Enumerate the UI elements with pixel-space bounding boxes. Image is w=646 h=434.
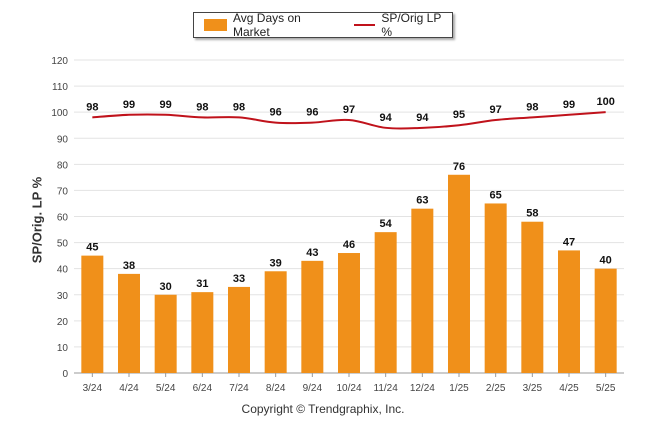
bar <box>228 286 250 373</box>
x-tick-label: 9/24 <box>303 383 323 394</box>
bar-value-label: 65 <box>490 189 502 201</box>
y-tick-label: 20 <box>57 317 69 328</box>
x-tick-label: 6/24 <box>193 383 213 394</box>
bar-value-label: 54 <box>380 218 393 230</box>
bar-value-label: 63 <box>416 195 428 207</box>
legend: Avg Days on Market SP/Orig LP % <box>193 11 453 39</box>
bar <box>154 294 177 373</box>
bar-value-label: 45 <box>86 242 98 254</box>
bar <box>484 203 507 373</box>
x-tick-label: 11/24 <box>374 383 399 394</box>
bar-value-label: 33 <box>233 273 245 285</box>
line-value-label: 96 <box>270 107 282 119</box>
y-tick-label: 60 <box>57 213 69 224</box>
bar <box>118 273 140 373</box>
bar-value-label: 39 <box>270 257 282 269</box>
bar <box>191 292 214 373</box>
x-tick-label: 5/24 <box>156 383 176 394</box>
line-value-label: 98 <box>86 101 98 113</box>
x-tick-label: 3/25 <box>523 383 543 394</box>
line-value-label: 96 <box>306 107 318 119</box>
bar <box>264 271 287 373</box>
bar <box>521 221 544 373</box>
bar <box>448 174 470 373</box>
line-value-label: 94 <box>380 112 393 124</box>
line-value-label: 100 <box>596 96 614 108</box>
line-value-label: 98 <box>196 101 208 113</box>
bar <box>301 260 324 373</box>
line-value-label: 97 <box>490 104 502 116</box>
x-tick-label: 2/25 <box>486 383 506 394</box>
y-tick-label: 100 <box>51 108 68 119</box>
legend-line-label: SP/Orig LP % <box>381 11 442 39</box>
legend-bar-swatch <box>204 19 227 31</box>
x-tick-label: 4/25 <box>559 383 579 394</box>
y-tick-label: 0 <box>62 369 68 380</box>
bar-value-label: 43 <box>306 247 318 259</box>
bar <box>558 250 580 373</box>
y-axis-label: SP/Orig. LP % <box>29 176 45 264</box>
y-tick-label: 30 <box>57 291 69 302</box>
y-tick-label: 70 <box>57 186 69 197</box>
y-tick-label: 50 <box>57 239 69 250</box>
x-tick-label: 3/24 <box>83 383 103 394</box>
legend-bar-label: Avg Days on Market <box>232 11 301 39</box>
x-tick-label: 12/24 <box>410 383 435 394</box>
x-tick-label: 5/25 <box>596 383 616 394</box>
y-tick-label: 110 <box>52 82 68 93</box>
bar-value-label: 31 <box>196 278 208 290</box>
line-series <box>92 111 606 130</box>
x-tick-label: 10/24 <box>336 383 361 394</box>
x-tick-label: 8/24 <box>266 383 286 394</box>
line-value-label: 98 <box>233 101 245 113</box>
x-tick-label: 1/25 <box>449 383 469 394</box>
bar-value-label: 47 <box>563 236 575 248</box>
bar-value-label: 38 <box>123 260 135 272</box>
y-tick-label: 120 <box>51 56 68 67</box>
x-tick-label: 4/24 <box>119 383 139 394</box>
legend-line-swatch <box>354 24 376 26</box>
line-value-label: 99 <box>160 99 172 111</box>
bar-value-label: 58 <box>526 208 538 220</box>
bar <box>338 253 360 373</box>
bar-value-label: 30 <box>160 281 172 293</box>
line-value-label: 99 <box>123 99 135 111</box>
bar <box>81 255 104 373</box>
bar <box>594 268 617 373</box>
bar-value-label: 76 <box>453 161 465 173</box>
y-tick-label: 10 <box>57 343 69 354</box>
bar-value-label: 46 <box>343 239 355 251</box>
line-value-label: 98 <box>526 101 538 113</box>
line-value-label: 95 <box>453 109 465 121</box>
y-tick-label: 40 <box>57 265 69 276</box>
bar <box>374 232 397 373</box>
copyright: Copyright © Trendgraphix, Inc. <box>241 402 405 416</box>
line-value-label: 97 <box>343 104 355 116</box>
line-value-label: 99 <box>563 99 575 111</box>
x-tick-label: 7/24 <box>229 383 249 394</box>
y-tick-label: 80 <box>57 160 69 171</box>
line-value-label: 94 <box>416 112 429 124</box>
bar <box>411 208 434 373</box>
y-tick-label: 90 <box>57 134 69 145</box>
bar-value-label: 40 <box>600 255 612 267</box>
